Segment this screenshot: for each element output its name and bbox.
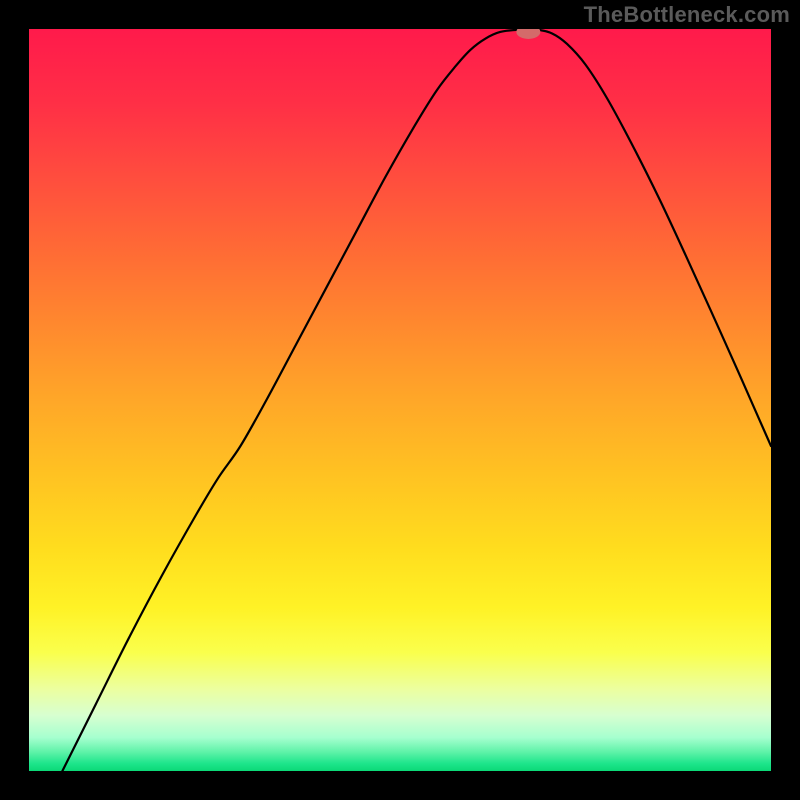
chart-svg: [29, 29, 771, 771]
plot-area: [29, 29, 771, 771]
gradient-background: [29, 29, 771, 771]
chart-frame: TheBottleneck.com: [0, 0, 800, 800]
watermark-text: TheBottleneck.com: [584, 2, 790, 28]
